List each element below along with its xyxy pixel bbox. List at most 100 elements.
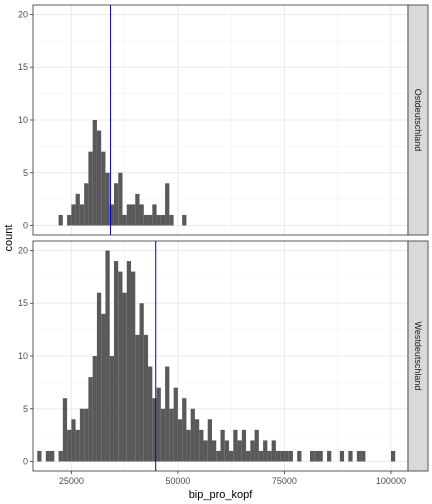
histogram-bar-westdeutschland (297, 450, 302, 462)
histogram-bar-westdeutschland (139, 303, 144, 462)
histogram-bar-westdeutschland (135, 334, 140, 462)
histogram-bar-westdeutschland (288, 450, 293, 462)
histogram-bar-ostdeutschland (143, 214, 149, 226)
histogram-bar-ostdeutschland (96, 130, 102, 226)
histogram-bar-westdeutschland (173, 387, 178, 462)
facet-strip-label-ostdeutschland: Ostdeutschland (413, 89, 423, 152)
facet-strip-westdeutschland (407, 240, 429, 472)
histogram-bar-westdeutschland (318, 450, 323, 462)
histogram-bar-westdeutschland (275, 450, 281, 462)
histogram-bar-westdeutschland (165, 366, 170, 462)
histogram-bar-westdeutschland (45, 450, 51, 462)
histogram-bar-westdeutschland (284, 450, 289, 462)
histogram-bar-westdeutschland (250, 440, 255, 462)
histogram-bar-westdeutschland (390, 450, 396, 462)
histogram-bar-ostdeutschland (92, 120, 97, 226)
histogram-bar-ostdeutschland (182, 214, 187, 226)
facet-strip-ostdeutschland (407, 4, 429, 236)
histogram-bar-westdeutschland (233, 429, 238, 462)
histogram-bar-westdeutschland (152, 398, 157, 462)
histogram-bar-westdeutschland (105, 250, 110, 462)
histogram-bar-westdeutschland (118, 271, 123, 462)
histogram-bar-ostdeutschland (101, 151, 106, 226)
histogram-bar-ostdeutschland (79, 204, 85, 226)
histogram-bar-westdeutschland (131, 271, 136, 462)
histogram-bar-westdeutschland (96, 292, 102, 462)
histogram-bar-westdeutschland (160, 408, 166, 462)
histogram-bar-ostdeutschland (126, 204, 132, 226)
histogram-bar-ostdeutschland (160, 214, 166, 226)
histogram-bar-westdeutschland (246, 450, 251, 462)
histogram-bar-westdeutschland (75, 429, 80, 462)
y-tick-label: 20 (18, 9, 28, 19)
histogram-bar-ostdeutschland (169, 214, 174, 226)
histogram-bar-westdeutschland (186, 429, 191, 462)
x-tick-label: 100000 (376, 476, 406, 486)
histogram-bar-westdeutschland (58, 450, 63, 462)
histogram-bar-westdeutschland (254, 429, 259, 462)
histogram-bar-westdeutschland (263, 440, 268, 462)
histogram-bar-westdeutschland (50, 450, 55, 462)
histogram-bar-westdeutschland (211, 440, 217, 462)
histogram-bar-westdeutschland (71, 419, 76, 462)
histogram-bar-westdeutschland (327, 450, 332, 462)
histogram-bar-westdeutschland (241, 429, 247, 462)
histogram-bar-westdeutschland (88, 377, 93, 462)
histogram-bar-westdeutschland (126, 261, 132, 462)
histogram-bar-westdeutschland (258, 450, 264, 462)
histogram-bar-westdeutschland (237, 440, 242, 462)
histogram-bar-westdeutschland (143, 334, 149, 462)
histogram-bar-westdeutschland (339, 450, 345, 462)
histogram-bar-westdeutschland (224, 440, 230, 462)
histogram-bar-westdeutschland (190, 408, 195, 462)
y-tick-label: 5 (23, 404, 28, 414)
histogram-bar-westdeutschland (182, 398, 187, 462)
y-tick-label: 5 (23, 168, 28, 178)
y-tick-label: 10 (18, 351, 28, 361)
histogram-bar-ostdeutschland (67, 214, 72, 226)
y-tick-label: 15 (18, 298, 28, 308)
histogram-bar-westdeutschland (84, 408, 89, 462)
panel-westdeutschland-y-ticks: 0 5 10 15 20 (18, 245, 33, 467)
panel-ostdeutschland: 0 5 10 15 20 Ostdeutschland (18, 4, 429, 236)
histogram-bar-ostdeutschland (139, 204, 144, 226)
histogram-bar-westdeutschland (92, 356, 97, 462)
x-tick-label: 25000 (59, 476, 84, 486)
histogram-bar-westdeutschland (101, 313, 106, 462)
histogram-bar-westdeutschland (229, 450, 234, 462)
x-tick-label: 75000 (272, 476, 297, 486)
histogram-bar-westdeutschland (356, 450, 362, 462)
histogram-bar-westdeutschland (314, 450, 319, 462)
histogram-bar-westdeutschland (361, 450, 366, 462)
panel-westdeutschland-bars (37, 250, 396, 462)
y-tick-label: 15 (18, 62, 28, 72)
y-axis-title: count (3, 225, 15, 252)
x-tick-label: 50000 (165, 476, 190, 486)
histogram-bar-ostdeutschland (88, 151, 93, 226)
histogram-bar-westdeutschland (216, 450, 221, 462)
histogram-bar-ostdeutschland (113, 183, 119, 226)
histogram-bar-westdeutschland (280, 450, 285, 462)
histogram-bar-ostdeutschland (135, 193, 140, 226)
histogram-bar-westdeutschland (271, 440, 276, 462)
histogram-bar-westdeutschland (203, 440, 208, 462)
histogram-bar-westdeutschland (348, 450, 353, 462)
histogram-bar-westdeutschland (113, 261, 119, 462)
histogram-bar-ostdeutschland (84, 183, 89, 226)
histogram-bar-ostdeutschland (165, 183, 170, 226)
histogram-bar-westdeutschland (267, 450, 272, 462)
x-axis-ticks: 25000 50000 75000 100000 (59, 471, 406, 486)
histogram-bar-westdeutschland (67, 429, 72, 462)
histogram-bar-ostdeutschland (156, 214, 161, 226)
x-axis-title: bip_pro_kopf (189, 489, 254, 501)
panel-ostdeutschland-bars (58, 120, 187, 226)
histogram-bar-ostdeutschland (152, 204, 157, 226)
histogram-bar-westdeutschland (220, 429, 225, 462)
histogram-bar-westdeutschland (199, 429, 204, 462)
histogram-bar-westdeutschland (109, 356, 114, 462)
histogram-bar-ostdeutschland (122, 214, 127, 226)
y-tick-label: 0 (23, 221, 28, 231)
panel-westdeutschland: 0 5 10 15 20 Westdeutschland (18, 240, 429, 472)
y-tick-label: 0 (23, 457, 28, 467)
histogram-bar-ostdeutschland (75, 193, 80, 226)
